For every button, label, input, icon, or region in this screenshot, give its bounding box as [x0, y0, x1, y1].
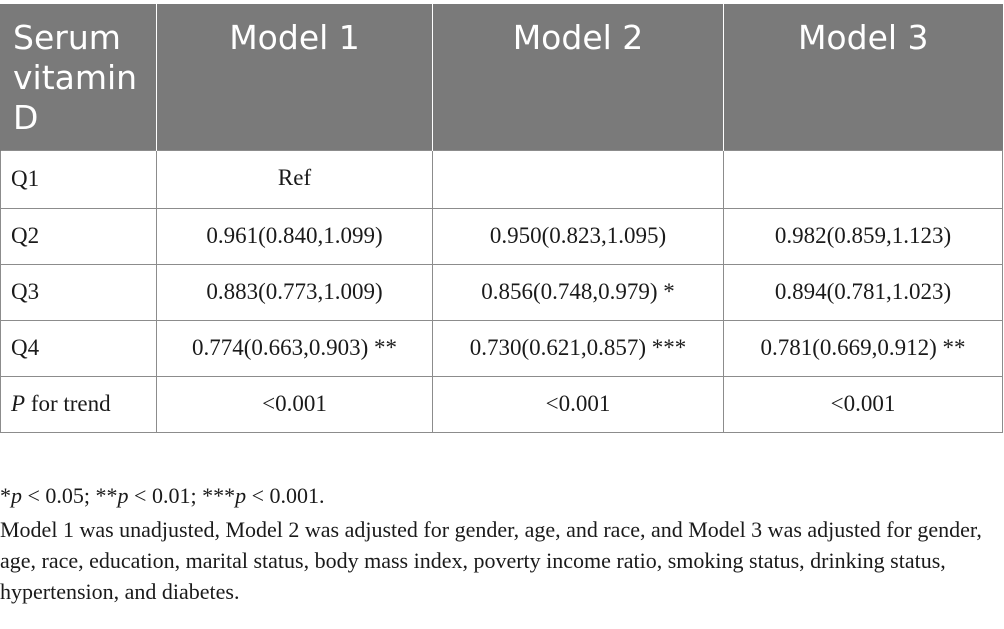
- cell-q4-model-1: 0.774(0.663,0.903) **: [156, 319, 433, 377]
- table-row: Q1 Ref: [0, 149, 1003, 209]
- cell-q2-model-3: 0.982(0.859,1.123): [723, 207, 1003, 265]
- table-footnotes: *p < 0.05; **p < 0.01; ***p < 0.001. Mod…: [0, 480, 1004, 607]
- row-label-q2: Q2: [0, 207, 157, 265]
- table-row: P for trend <0.001 <0.001 <0.001: [0, 375, 1003, 433]
- header-serum-vitamin-d: Serum vitamin D: [0, 4, 157, 150]
- header-row: Serum vitamin D Model 1 Model 2 Model 3: [0, 4, 1003, 150]
- model-adjustment-footnote: Model 1 was unadjusted, Model 2 was adju…: [0, 517, 982, 604]
- header-model-2: Model 2: [432, 4, 724, 150]
- table-row: Q3 0.883(0.773,1.009) 0.856(0.748,0.979)…: [0, 263, 1003, 321]
- cell-q4-model-3: 0.781(0.669,0.912) **: [723, 319, 1003, 377]
- cell-q1-model-1: Ref: [156, 149, 433, 209]
- row-label-q4: Q4: [0, 319, 157, 377]
- cell-q3-model-1: 0.883(0.773,1.009): [156, 263, 433, 321]
- row-label-q1: Q1: [0, 149, 157, 209]
- results-table-container: Serum vitamin D Model 1 Model 2 Model 3 …: [0, 4, 1003, 433]
- cell-q4-model-2: 0.730(0.621,0.857) ***: [432, 319, 724, 377]
- table-row: Q2 0.961(0.840,1.099) 0.950(0.823,1.095)…: [0, 207, 1003, 265]
- header-model-1: Model 1: [156, 4, 433, 150]
- results-table: Serum vitamin D Model 1 Model 2 Model 3 …: [0, 4, 1003, 433]
- table-row: Q4 0.774(0.663,0.903) ** 0.730(0.621,0.8…: [0, 319, 1003, 377]
- cell-trend-model-2: <0.001: [432, 375, 724, 433]
- cell-q2-model-2: 0.950(0.823,1.095): [432, 207, 724, 265]
- cell-q1-model-2: [432, 149, 724, 209]
- cell-q3-model-3: 0.894(0.781,1.023): [723, 263, 1003, 321]
- p-italic-label: P: [11, 391, 26, 416]
- cell-trend-model-1: <0.001: [156, 375, 433, 433]
- header-model-3: Model 3: [723, 4, 1003, 150]
- cell-trend-model-3: <0.001: [723, 375, 1003, 433]
- cell-q2-model-1: 0.961(0.840,1.099): [156, 207, 433, 265]
- p-for-trend-text: for trend: [25, 391, 111, 416]
- row-label-p-for-trend: P for trend: [0, 375, 157, 433]
- significance-footnote: *p < 0.05; **p < 0.01; ***p < 0.001.: [0, 483, 325, 508]
- cell-q1-model-3: [723, 149, 1003, 209]
- row-label-q3: Q3: [0, 263, 157, 321]
- cell-q3-model-2: 0.856(0.748,0.979) *: [432, 263, 724, 321]
